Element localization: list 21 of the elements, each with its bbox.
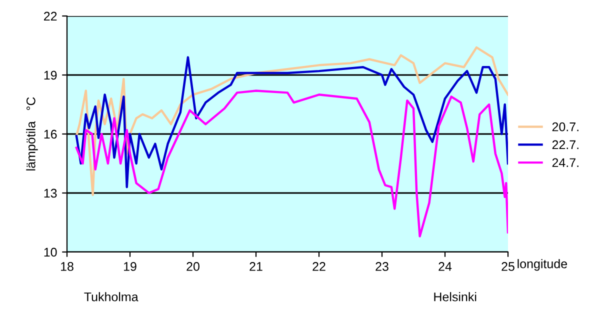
y-tick-label: 22 [44,12,57,21]
y-axis-title: lämpötila °C [26,97,38,170]
legend-label: 20.7. [552,122,578,132]
y-tick-label: 19 [44,70,57,80]
legend-label: 22.7. [552,140,578,150]
x-tick-label: 24 [438,262,452,271]
x-tick-label: 20 [186,262,200,271]
x-tick-label: 22 [312,262,326,271]
text: Tukholma [84,292,138,302]
legend-label: 24.7. [552,158,578,167]
y-tick-label: 16 [44,130,57,139]
x-tick-label: 23 [376,262,388,271]
x-tick-label: 18 [61,262,74,271]
line-series [75,90,508,238]
x-axis-title: longitude [518,259,568,271]
y-tick-label: 13 [44,188,57,198]
x-tick-label: 21 [250,262,262,271]
text: Helsinki [434,292,476,302]
x-tick-label: 19 [124,262,136,271]
x-tick-label: 25 [502,262,514,271]
y-tick-label: 10 [44,248,57,257]
